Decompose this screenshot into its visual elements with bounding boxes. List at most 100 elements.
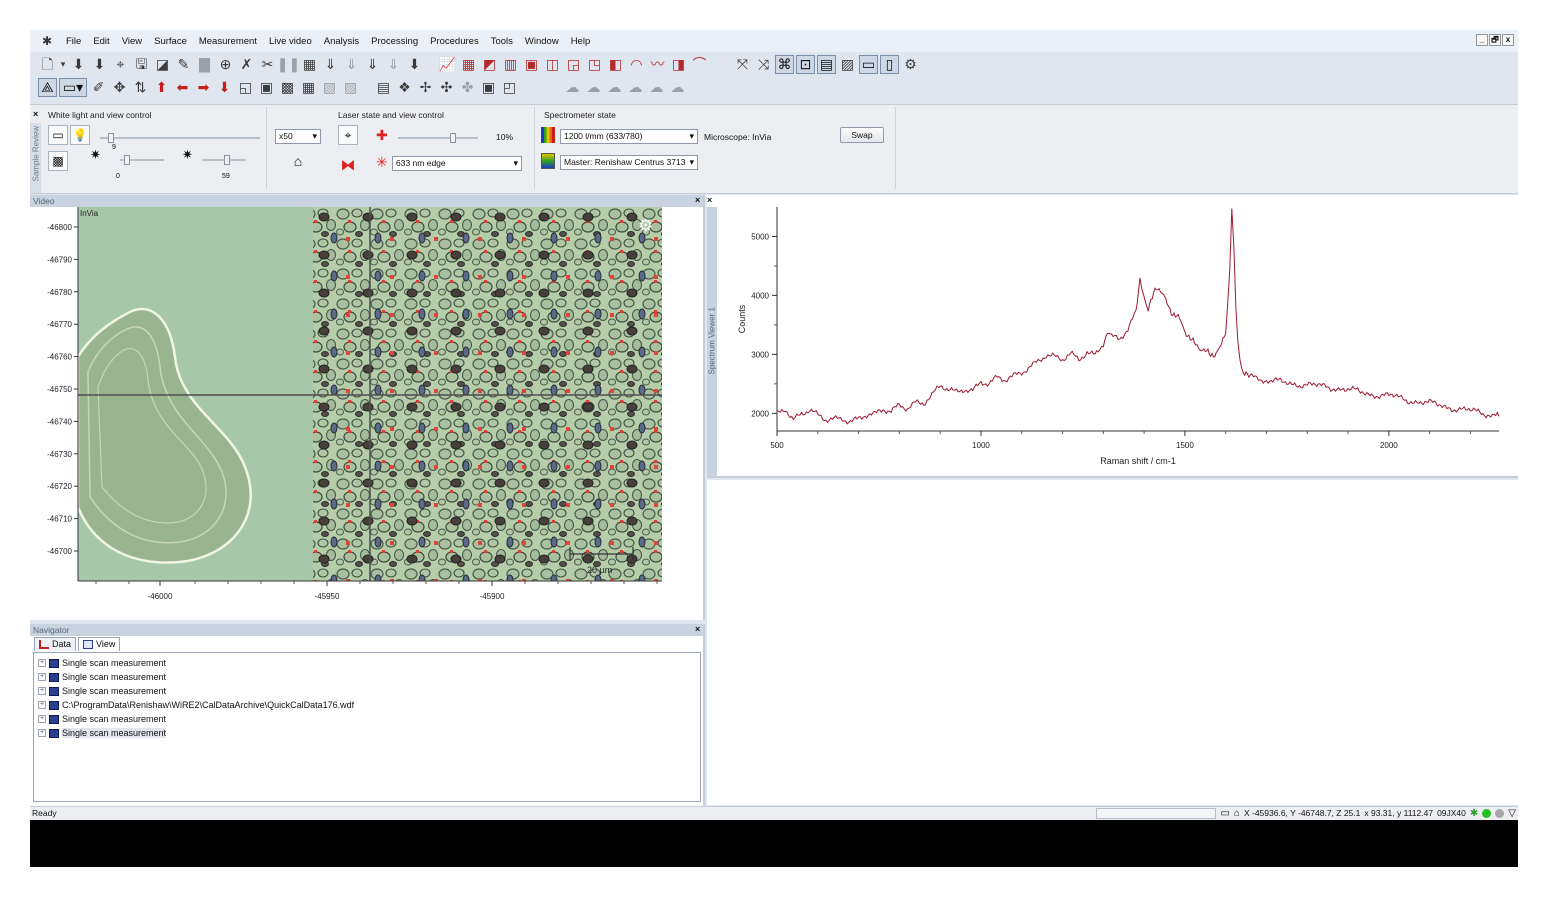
sample-icon[interactable]: ▨ bbox=[840, 56, 855, 72]
grating-select[interactable]: 1200 l/mm (633/780) bbox=[560, 129, 698, 144]
arrow-right-icon[interactable]: ➡ bbox=[197, 79, 210, 95]
navigator-close-icon[interactable]: × bbox=[695, 624, 701, 634]
overlay-chart-icon[interactable]: ◲ bbox=[566, 56, 581, 72]
high-slider-thumb[interactable] bbox=[224, 155, 230, 165]
spectrum-chart[interactable]: 500 1000 1500 2000 2000 3000 4000 5000 Raman sh… bbox=[717, 199, 1515, 475]
expand-icon[interactable]: + bbox=[38, 701, 46, 709]
brush-icon[interactable]: ✎ bbox=[177, 56, 190, 72]
stitch-icon[interactable]: ❖ bbox=[398, 79, 411, 95]
objective-select[interactable]: x50 bbox=[275, 129, 321, 144]
wand-icon[interactable]: ✂ bbox=[261, 56, 274, 72]
image-icon[interactable]: ▣ bbox=[481, 79, 496, 95]
tree-item[interactable]: + Single scan measurement bbox=[38, 658, 167, 668]
chart-edit-icon[interactable]: ◪ bbox=[155, 56, 170, 72]
cloud4-icon[interactable]: ☁ bbox=[628, 79, 643, 95]
brightness-slider-thumb[interactable] bbox=[108, 133, 114, 143]
cursor-chart-icon[interactable]: ◨ bbox=[671, 56, 686, 72]
arrow-left-icon[interactable]: ⬅ bbox=[176, 79, 189, 95]
brightness-slider[interactable] bbox=[100, 133, 260, 143]
expand-icon[interactable]: + bbox=[38, 687, 46, 695]
expand-icon[interactable]: + bbox=[38, 729, 46, 737]
shutter-icon[interactable]: ⧓ bbox=[340, 157, 356, 174]
stitch3-icon[interactable]: ✣ bbox=[440, 79, 453, 95]
globe-icon[interactable]: ⊕ bbox=[219, 56, 232, 72]
camera-icon[interactable]: ▇ bbox=[199, 56, 210, 72]
restore-button[interactable]: 🗗 bbox=[1489, 34, 1501, 46]
polarizer-icon[interactable]: ▩ bbox=[48, 151, 68, 171]
video-close-icon[interactable]: × bbox=[695, 195, 701, 205]
menu-view[interactable]: View bbox=[121, 35, 143, 47]
z-down-icon[interactable]: ⇓ bbox=[324, 56, 337, 72]
cloud6-icon[interactable]: ☁ bbox=[670, 79, 685, 95]
tile-icon[interactable]: ▤ bbox=[376, 79, 391, 95]
stitch2-icon[interactable]: ✢ bbox=[419, 79, 432, 95]
settings-icon[interactable]: ⚙ bbox=[904, 56, 917, 72]
overlay-icon[interactable]: ▧ bbox=[322, 79, 337, 95]
monitor-icon[interactable]: ▯ bbox=[880, 54, 899, 74]
peak2-chart-icon[interactable]: ⌒ bbox=[692, 56, 707, 72]
cloud3-icon[interactable]: ☁ bbox=[607, 79, 622, 95]
menu-surface[interactable]: Surface bbox=[154, 35, 187, 47]
pause-icon[interactable]: ❚❚ bbox=[276, 56, 301, 72]
recent-icon[interactable]: ⬇ bbox=[93, 56, 106, 72]
save-icon[interactable]: 🖫 bbox=[135, 56, 148, 72]
stage-z-icon[interactable]: ⤨ bbox=[757, 56, 770, 72]
close-button[interactable]: x bbox=[1502, 34, 1514, 46]
spectrum-viewer-tab[interactable]: Spectrum Viewer 1 bbox=[707, 207, 717, 477]
overlay2-icon[interactable]: ▨ bbox=[343, 79, 358, 95]
app-icon[interactable]: ✱ bbox=[41, 34, 53, 48]
grid-select-icon[interactable]: ▦ bbox=[301, 79, 316, 95]
menu-live-video[interactable]: Live video bbox=[268, 35, 312, 47]
stage-xy-icon[interactable]: ⤧ bbox=[736, 56, 749, 72]
joystick-icon[interactable]: ⌘ bbox=[775, 54, 794, 74]
laser-select[interactable]: 633 nm edge bbox=[392, 156, 522, 171]
wave-icon[interactable]: ◰ bbox=[502, 79, 517, 95]
low-slider[interactable] bbox=[120, 155, 164, 165]
video-view[interactable]: 20 µm InVia ⚙ -46800-46790-46780-46770-4… bbox=[30, 207, 703, 619]
microscope-icon[interactable]: ⌂ bbox=[293, 153, 303, 169]
montage-icon[interactable]: ▩ bbox=[280, 79, 295, 95]
expand-icon[interactable]: + bbox=[38, 659, 46, 667]
menu-help[interactable]: Help bbox=[570, 35, 591, 47]
image-save-icon[interactable]: ◱ bbox=[238, 79, 253, 95]
menu-procedures[interactable]: Procedures bbox=[430, 35, 479, 47]
menu-edit[interactable]: Edit bbox=[93, 35, 110, 47]
menu-file[interactable]: File bbox=[66, 35, 82, 47]
z-step-icon[interactable]: ⇓ bbox=[366, 56, 379, 72]
peak-chart-icon[interactable]: ◩ bbox=[482, 56, 497, 72]
fit-chart-icon[interactable]: ◳ bbox=[587, 56, 602, 72]
stitch4-icon[interactable]: ✤ bbox=[461, 79, 474, 95]
laser-icon[interactable]: ✗ bbox=[240, 56, 253, 72]
menu-measurement[interactable]: Measurement bbox=[198, 35, 257, 47]
z-stop-icon[interactable]: ⇓ bbox=[387, 56, 400, 72]
cloud1-icon[interactable]: ☁ bbox=[565, 79, 580, 95]
expand-icon[interactable]: + bbox=[38, 673, 46, 681]
crosshair-icon[interactable]: ⌖ bbox=[338, 125, 358, 145]
lamp-icon[interactable]: 💡 bbox=[70, 125, 90, 145]
select-icon[interactable]: ▭▾ bbox=[59, 77, 87, 97]
camera-toggle-icon[interactable]: ▭ bbox=[48, 125, 68, 145]
tree-item[interactable]: + Single scan measurement bbox=[38, 686, 167, 696]
polygon-icon[interactable]: ⟁ bbox=[38, 77, 57, 97]
laser-power-slider-thumb[interactable] bbox=[450, 133, 456, 143]
swap-button[interactable]: Swap bbox=[840, 127, 884, 143]
cloud5-icon[interactable]: ☁ bbox=[649, 79, 664, 95]
image-chart-icon[interactable]: ▣ bbox=[524, 56, 539, 72]
sample-review-tab[interactable]: Sample Review bbox=[30, 123, 41, 193]
wave-chart-icon[interactable]: 〰 bbox=[650, 56, 665, 72]
tree-item-selected[interactable]: + Single scan measurement bbox=[38, 728, 167, 738]
focus-icon[interactable]: ⊡ bbox=[796, 54, 815, 74]
arrow-up-icon[interactable]: ⬆ bbox=[155, 79, 168, 95]
bar-chart-icon[interactable]: ▥ bbox=[503, 56, 518, 72]
camera-view-icon[interactable]: ▭ bbox=[859, 54, 878, 74]
menu-analysis[interactable]: Analysis bbox=[323, 35, 360, 47]
arrow-down-icon[interactable]: ⬇ bbox=[218, 79, 231, 95]
minimize-button[interactable]: _ bbox=[1476, 34, 1488, 46]
expand-icon[interactable]: + bbox=[38, 715, 46, 723]
tab-view[interactable]: View bbox=[78, 637, 121, 651]
microscope-image[interactable]: 20 µm InVia ⚙ bbox=[76, 207, 662, 581]
profile-chart-icon[interactable]: ◠ bbox=[630, 56, 643, 72]
dock-close-icon[interactable]: × bbox=[33, 109, 39, 119]
vertical-move-icon[interactable]: ⇅ bbox=[134, 79, 147, 95]
laser-power-slider[interactable] bbox=[398, 133, 478, 143]
